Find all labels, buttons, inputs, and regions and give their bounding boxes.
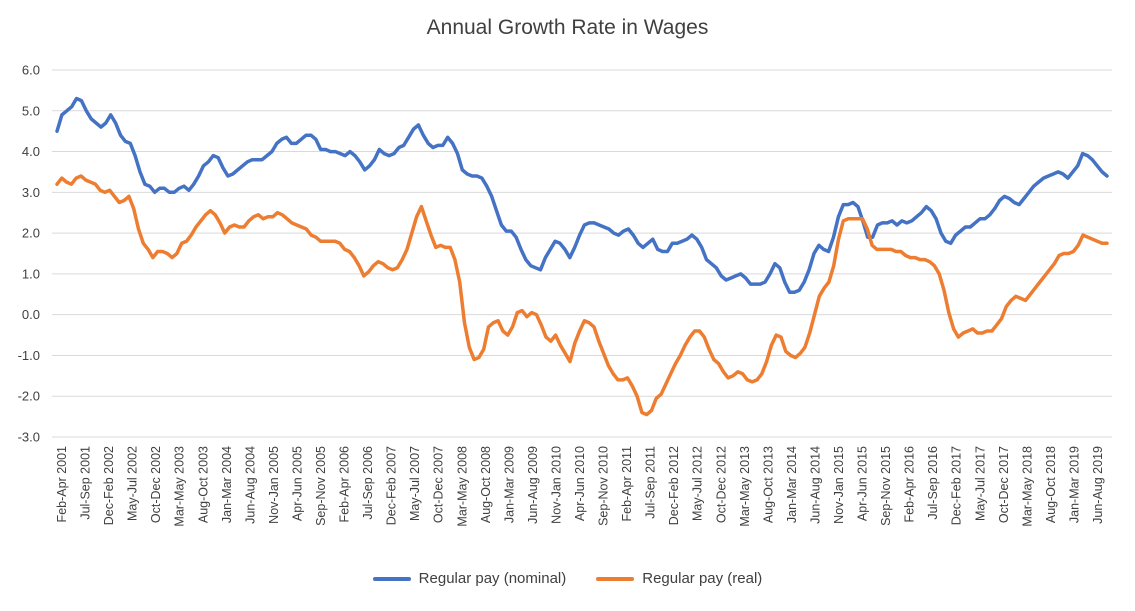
x-tick-label: Jun-Aug 2004	[243, 446, 257, 524]
x-tick-label: Jan-Mar 2019	[1067, 446, 1081, 523]
x-tick-label: Mar-May 2013	[738, 446, 752, 527]
x-tick-label: Jun-Aug 2014	[808, 446, 822, 524]
legend: Regular pay (nominal) Regular pay (real)	[0, 570, 1135, 587]
legend-label-nominal: Regular pay (nominal)	[418, 570, 567, 587]
x-tick-label: Aug-Oct 2018	[1044, 446, 1058, 523]
x-tick-label: Jan-Mar 2014	[785, 446, 799, 523]
x-tick-label: May-Jul 2017	[973, 446, 987, 521]
x-tick-label: Oct-Dec 2017	[997, 446, 1011, 523]
x-tick-label: Dec-Feb 2017	[950, 446, 964, 525]
x-tick-label: Oct-Dec 2002	[149, 446, 163, 523]
y-tick-label: -3.0	[18, 430, 40, 445]
x-tick-label: Nov-Jan 2010	[549, 446, 563, 524]
chart-title: Annual Growth Rate in Wages	[426, 16, 709, 39]
x-tick-label: Feb-Apr 2016	[903, 446, 917, 522]
y-tick-label: 0.0	[22, 307, 40, 322]
x-tick-label: Feb-Apr 2001	[55, 446, 69, 522]
x-tick-label: Jul-Sep 2006	[361, 446, 375, 520]
y-tick-label: 5.0	[22, 103, 40, 118]
x-tick-label: Apr-Jun 2010	[573, 446, 587, 521]
x-tick-label: Dec-Feb 2002	[102, 446, 116, 525]
x-tick-label: Feb-Apr 2011	[620, 446, 634, 522]
x-tick-label: Mar-May 2003	[173, 446, 187, 527]
y-tick-label: -1.0	[18, 348, 40, 363]
x-tick-label: Nov-Jan 2015	[832, 446, 846, 524]
x-tick-label: Nov-Jan 2005	[267, 446, 281, 524]
x-tick-label: Sep-Nov 2015	[879, 446, 893, 526]
series-line-nominal	[55, 96, 1109, 294]
x-tick-label: Mar-May 2008	[455, 446, 469, 527]
x-tick-label: Apr-Jun 2005	[290, 446, 304, 521]
x-tick-label: May-Jul 2002	[126, 446, 140, 521]
x-tick-label: Jul-Sep 2011	[644, 446, 658, 519]
y-tick-label: 1.0	[22, 266, 40, 281]
series-line-real	[55, 174, 1109, 417]
x-tick-label: Aug-Oct 2003	[196, 446, 210, 523]
x-tick-label: Jun-Aug 2009	[526, 446, 540, 524]
x-tick-label: Feb-Apr 2006	[338, 446, 352, 522]
x-tick-label: Oct-Dec 2012	[714, 446, 728, 523]
legend-item-nominal: Regular pay (nominal)	[372, 570, 567, 587]
x-tick-label: May-Jul 2007	[408, 446, 422, 521]
x-tick-label: Mar-May 2018	[1020, 446, 1034, 527]
x-tick-label: Aug-Oct 2013	[761, 446, 775, 523]
x-tick-label: Dec-Feb 2007	[385, 446, 399, 525]
x-tick-label: Aug-Oct 2008	[479, 446, 493, 523]
legend-label-real: Regular pay (real)	[642, 570, 763, 587]
x-tick-label: Jan-Mar 2004	[220, 446, 234, 523]
x-tick-label: Jul-Sep 2016	[926, 446, 940, 520]
y-tick-label: 2.0	[22, 226, 40, 241]
x-tick-label: Jun-Aug 2019	[1091, 446, 1105, 524]
y-tick-label: 4.0	[22, 144, 40, 159]
x-tick-label: Oct-Dec 2007	[432, 446, 446, 523]
y-tick-label: 6.0	[22, 63, 40, 78]
x-tick-label: Sep-Nov 2010	[597, 446, 611, 526]
legend-swatch-nominal	[372, 576, 411, 581]
x-tick-label: Sep-Nov 2005	[314, 446, 328, 526]
legend-item-real: Regular pay (real)	[596, 570, 762, 587]
x-tick-label: Jan-Mar 2009	[502, 446, 516, 523]
legend-swatch-real	[596, 576, 635, 581]
x-tick-label: Dec-Feb 2012	[667, 446, 681, 525]
x-tick-label: Jul-Sep 2001	[79, 446, 93, 520]
x-tick-label: Apr-Jun 2015	[856, 446, 870, 521]
x-tick-label: May-Jul 2012	[691, 446, 705, 521]
y-tick-label: 3.0	[22, 185, 40, 200]
y-tick-label: -2.0	[18, 389, 40, 404]
